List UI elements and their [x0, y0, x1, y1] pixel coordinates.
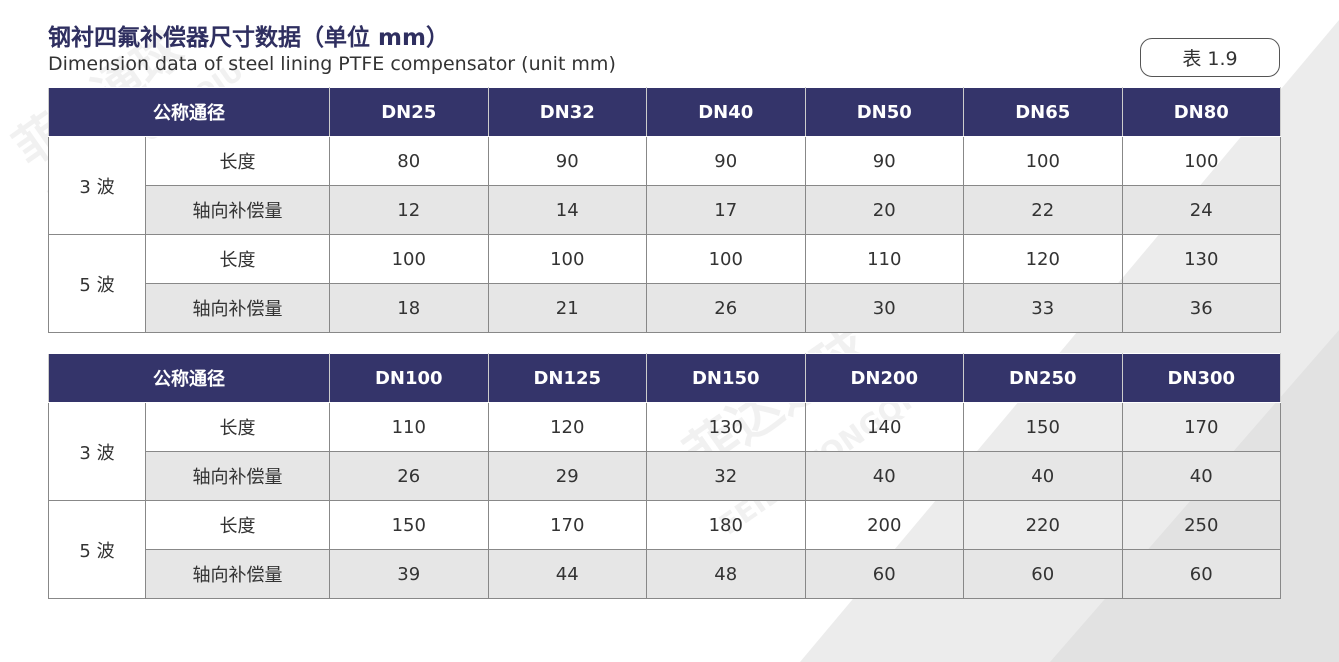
- group-label: 5 波: [48, 234, 146, 333]
- column-header: DN65: [963, 87, 1123, 137]
- data-row: 3 波长度 80 90 90 90 100 100: [48, 136, 1281, 235]
- cell: 36: [1121, 283, 1281, 333]
- cell: 44: [487, 549, 647, 599]
- cell: 17: [646, 185, 806, 235]
- column-header: DN32: [487, 87, 647, 137]
- data-row: 轴向补偿量 12 14 17 20 22 24: [49, 185, 1281, 235]
- cell: 90: [804, 136, 964, 186]
- row-label: 长度: [145, 234, 330, 284]
- column-header: DN150: [646, 353, 806, 403]
- group-label: 5 波: [48, 500, 146, 599]
- cell: 48: [646, 549, 806, 599]
- cell: 170: [1121, 402, 1281, 452]
- cell: 14: [487, 185, 647, 235]
- cell: 30: [804, 283, 964, 333]
- group-label: 3 波: [48, 402, 146, 501]
- row-label: 长度: [145, 500, 330, 550]
- column-header: DN50: [804, 87, 964, 137]
- cell: 100: [487, 234, 647, 284]
- header-label: 公称通径: [48, 353, 330, 403]
- data-table: 公称通径 DN25 DN32 DN40 DN50 DN65 DN80 3 波长度 80 90 90 9…: [48, 87, 1281, 333]
- row-label: 轴向补偿量: [145, 185, 330, 235]
- table-number: 表 1.9: [1140, 38, 1280, 77]
- row-label: 长度: [145, 136, 330, 186]
- cell: 39: [329, 549, 489, 599]
- cell: 60: [963, 549, 1123, 599]
- column-header: DN100: [329, 353, 489, 403]
- cell: 12: [329, 185, 489, 235]
- cell: 100: [646, 234, 806, 284]
- header-label: 公称通径: [48, 87, 330, 137]
- cell: 120: [487, 402, 647, 452]
- data-row: 5 波长度 150 170 180 200 220 250: [48, 500, 1281, 599]
- cell: 150: [963, 402, 1123, 452]
- cell: 22: [963, 185, 1123, 235]
- row-label: 轴向补偿量: [145, 549, 330, 599]
- subtitle: Dimension data of steel lining PTFE comp…: [48, 53, 616, 75]
- cell: 100: [1121, 136, 1281, 186]
- cell: 100: [963, 136, 1123, 186]
- cell: 90: [646, 136, 806, 186]
- data-row: 5 波长度 100 100 100 110 120 130: [48, 234, 1281, 333]
- cell: 180: [646, 500, 806, 550]
- cell: 110: [329, 402, 489, 452]
- cell: 60: [1121, 549, 1281, 599]
- cell: 26: [329, 451, 489, 501]
- cell: 26: [646, 283, 806, 333]
- cell: 80: [329, 136, 489, 186]
- cell: 60: [804, 549, 964, 599]
- title: 钢衬四氟补偿器尺寸数据（单位 mm）: [48, 25, 449, 51]
- cell: 90: [487, 136, 647, 186]
- cell: 32: [646, 451, 806, 501]
- column-header: DN200: [804, 353, 964, 403]
- data-row: 轴向补偿量 39 44 48 60 60 60: [49, 549, 1281, 599]
- cell: 18: [329, 283, 489, 333]
- column-header: DN25: [329, 87, 489, 137]
- column-header: DN40: [646, 87, 806, 137]
- column-header: DN300: [1121, 353, 1281, 403]
- cell: 110: [804, 234, 964, 284]
- cell: 120: [963, 234, 1123, 284]
- cell: 170: [487, 500, 647, 550]
- cell: 200: [804, 500, 964, 550]
- column-header: DN80: [1121, 87, 1281, 137]
- data-row: 轴向补偿量 26 29 32 40 40 40: [49, 451, 1281, 501]
- row-label: 轴向补偿量: [145, 451, 330, 501]
- cell: 24: [1121, 185, 1281, 235]
- cell: 20: [804, 185, 964, 235]
- cell: 40: [963, 451, 1123, 501]
- cell: 220: [963, 500, 1123, 550]
- row-label: 轴向补偿量: [145, 283, 330, 333]
- column-header: DN125: [487, 353, 647, 403]
- cell: 33: [963, 283, 1123, 333]
- header-row: 公称通径 DN25 DN32 DN40 DN50 DN65 DN80: [48, 87, 1281, 137]
- cell: 140: [804, 402, 964, 452]
- cell: 29: [487, 451, 647, 501]
- cell: 130: [1121, 234, 1281, 284]
- header-row: 公称通径 DN100 DN125 DN150 DN200 DN250 DN300: [48, 353, 1281, 403]
- data-row: 轴向补偿量 18 21 26 30 33 36: [49, 283, 1281, 333]
- cell: 100: [329, 234, 489, 284]
- cell: 130: [646, 402, 806, 452]
- cell: 250: [1121, 500, 1281, 550]
- cell: 40: [1121, 451, 1281, 501]
- row-label: 长度: [145, 402, 330, 452]
- data-table: 公称通径 DN100 DN125 DN150 DN200 DN250 DN300 3 波长度 1…: [48, 353, 1281, 599]
- column-header: DN250: [963, 353, 1123, 403]
- data-row: 3 波长度 110 120 130 140 150 170: [48, 402, 1281, 501]
- cell: 150: [329, 500, 489, 550]
- cell: 21: [487, 283, 647, 333]
- cell: 40: [804, 451, 964, 501]
- group-label: 3 波: [48, 136, 146, 235]
